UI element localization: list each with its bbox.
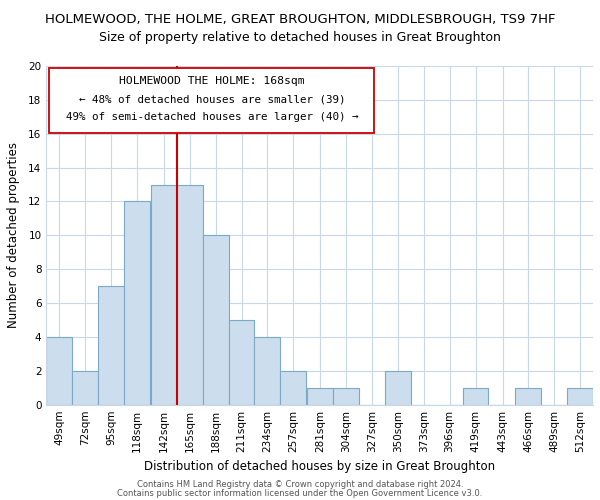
Bar bbox=[98, 286, 124, 405]
Bar bbox=[72, 371, 98, 404]
Text: 49% of semi-detached houses are larger (40) →: 49% of semi-detached houses are larger (… bbox=[65, 112, 358, 122]
Bar bbox=[124, 202, 150, 404]
Bar bbox=[515, 388, 541, 404]
Bar bbox=[333, 388, 359, 404]
Bar bbox=[203, 236, 229, 404]
Text: Contains HM Land Registry data © Crown copyright and database right 2024.: Contains HM Land Registry data © Crown c… bbox=[137, 480, 463, 489]
Bar bbox=[567, 388, 593, 404]
X-axis label: Distribution of detached houses by size in Great Broughton: Distribution of detached houses by size … bbox=[144, 460, 495, 473]
Bar bbox=[385, 371, 411, 404]
Bar bbox=[463, 388, 488, 404]
Text: Size of property relative to detached houses in Great Broughton: Size of property relative to detached ho… bbox=[99, 31, 501, 44]
Text: ← 48% of detached houses are smaller (39): ← 48% of detached houses are smaller (39… bbox=[79, 94, 345, 104]
Bar bbox=[177, 184, 203, 404]
Bar bbox=[307, 388, 333, 404]
Text: HOLMEWOOD THE HOLME: 168sqm: HOLMEWOOD THE HOLME: 168sqm bbox=[119, 76, 305, 86]
Bar bbox=[151, 184, 177, 404]
Bar bbox=[280, 371, 306, 404]
Bar bbox=[229, 320, 254, 404]
Y-axis label: Number of detached properties: Number of detached properties bbox=[7, 142, 20, 328]
Text: Contains public sector information licensed under the Open Government Licence v3: Contains public sector information licen… bbox=[118, 488, 482, 498]
Bar bbox=[46, 337, 72, 404]
Text: HOLMEWOOD, THE HOLME, GREAT BROUGHTON, MIDDLESBROUGH, TS9 7HF: HOLMEWOOD, THE HOLME, GREAT BROUGHTON, M… bbox=[45, 12, 555, 26]
Bar bbox=[254, 337, 280, 404]
